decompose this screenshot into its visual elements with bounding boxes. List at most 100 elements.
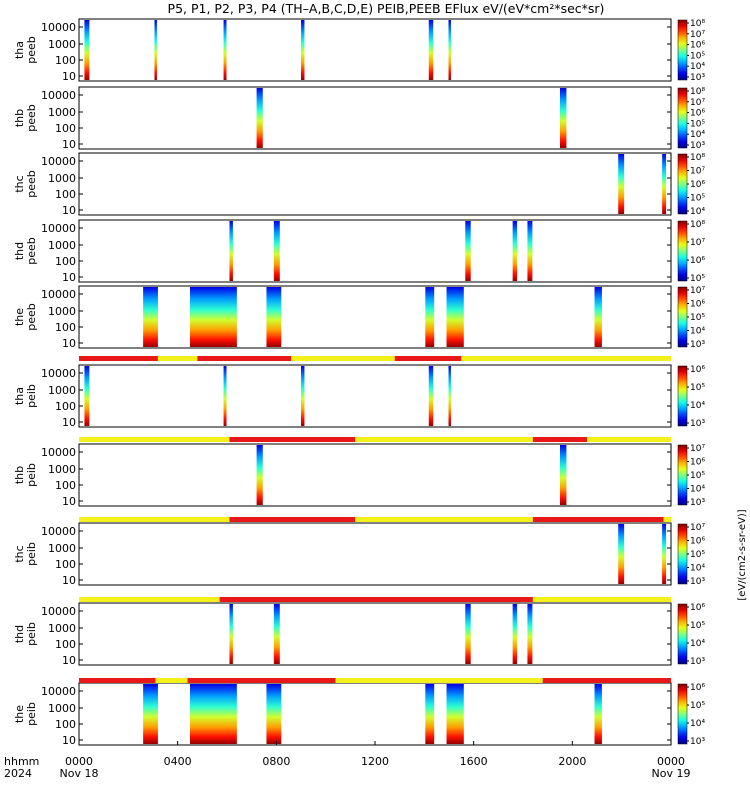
spectrogram-segment bbox=[223, 366, 227, 426]
colorbar-tick-label: 10⁸ bbox=[690, 87, 705, 97]
y-tick-label: 1000 bbox=[48, 384, 76, 397]
panel-label-product: peeb bbox=[25, 237, 38, 265]
panel-thc-peib: 10000 1000 100 10 thc peib 10⁷ 10⁶ 10⁵ 10⁴ 10³ bbox=[13, 517, 705, 587]
colorbar-tick-label: 10³ bbox=[690, 340, 705, 350]
panel-frame bbox=[78, 219, 672, 283]
mode-bar-segment bbox=[532, 437, 588, 442]
y-tick-label: 100 bbox=[55, 321, 76, 334]
panel-thd-peeb: 10000 1000 100 10 thd peeb 10⁸ 10⁷ 10⁶ 10⁵ bbox=[13, 219, 705, 284]
x-tick-label: 0000 bbox=[65, 755, 93, 768]
colorbar-unit-label: [eV/(cm2-s-sr-eV)] bbox=[737, 509, 748, 600]
colorbar-tick-label: 10⁴ bbox=[690, 62, 705, 72]
y-tick-label: 100 bbox=[55, 400, 76, 413]
spectrogram-segment bbox=[143, 287, 158, 347]
colorbar-tick-label: 10⁷ bbox=[690, 167, 705, 177]
panel-frame bbox=[78, 522, 672, 586]
colorbar-tick-label: 10³ bbox=[690, 498, 705, 508]
mode-bar-segment bbox=[532, 517, 664, 522]
spectrogram-segment bbox=[512, 221, 518, 281]
panel-frame bbox=[78, 86, 672, 150]
panel-thd-peib: 10000 1000 100 10 thd peib 10⁶ 10⁵ 10⁴ 10³ bbox=[13, 597, 705, 667]
colorbar-tick-label: 10⁷ bbox=[690, 30, 705, 40]
spectrogram-segment bbox=[301, 366, 305, 426]
panel-label-probe: the bbox=[13, 705, 26, 723]
x-tick-label: 1200 bbox=[361, 755, 389, 768]
panel-thb-peib: 10000 1000 100 10 thb peib 10⁷ 10⁶ 10⁵ 10⁴ 10³ bbox=[13, 437, 705, 508]
panel-label-product: peeb bbox=[25, 104, 38, 132]
colorbar-tick-label: 10³ bbox=[690, 577, 705, 587]
spectrogram-segment bbox=[229, 221, 233, 281]
mode-bar-segment bbox=[79, 597, 220, 602]
y-tick-label: 1000 bbox=[48, 106, 76, 119]
spectrogram-segment bbox=[425, 287, 435, 347]
panel-label-product: peib bbox=[25, 384, 38, 408]
spectrogram-segment bbox=[273, 604, 280, 664]
y-tick-label: 10 bbox=[62, 734, 76, 747]
panel-frame bbox=[78, 285, 672, 349]
colorbar-tick-label: 10⁶ bbox=[690, 537, 705, 547]
spectrogram-segment bbox=[446, 287, 464, 347]
spectrogram-segment bbox=[266, 287, 282, 347]
y-tick-label: 100 bbox=[55, 638, 76, 651]
spectrogram-segment bbox=[301, 20, 305, 80]
x-tick-date-label: Nov 19 bbox=[652, 767, 691, 780]
y-tick-label: 100 bbox=[55, 255, 76, 268]
y-tick-label: 100 bbox=[55, 718, 76, 731]
y-tick-label: 10 bbox=[62, 337, 76, 350]
spectrogram-segment bbox=[428, 20, 434, 80]
x-tick-label: 1600 bbox=[460, 755, 488, 768]
y-tick-label: 10 bbox=[62, 495, 76, 508]
spectrogram-segment bbox=[256, 88, 263, 148]
spectrogram-segment bbox=[154, 20, 157, 80]
mode-bar-segment bbox=[229, 437, 356, 442]
colorbar-tick-label: 10⁴ bbox=[690, 401, 705, 411]
x-year-label: 2024 bbox=[4, 767, 32, 780]
colorbar bbox=[677, 286, 688, 348]
spectrogram-segment bbox=[425, 684, 435, 744]
x-tick-label: 0400 bbox=[164, 755, 192, 768]
colorbar-tick-label: 10⁶ bbox=[690, 683, 705, 693]
colorbar-tick-label: 10⁶ bbox=[690, 300, 705, 310]
panel-the-peeb: 10000 1000 100 10 the peeb 10⁷ 10⁶ 10⁵ 10⁴ 10³ bbox=[13, 285, 705, 361]
colorbar-tick-label: 10⁵ bbox=[690, 621, 705, 631]
spectrogram-segment bbox=[84, 20, 90, 80]
spectrogram-segment bbox=[223, 20, 227, 80]
panel-label-probe: thc bbox=[13, 175, 26, 192]
mode-bar-segment bbox=[587, 437, 671, 442]
colorbar bbox=[677, 87, 688, 149]
mode-bar-segment bbox=[542, 678, 671, 683]
spectrogram-segment bbox=[465, 604, 471, 664]
colorbar-tick-label: 10⁴ bbox=[690, 327, 705, 337]
y-tick-label: 100 bbox=[55, 122, 76, 135]
y-tick-label: 10000 bbox=[41, 155, 76, 168]
colorbar-tick-label: 10⁵ bbox=[690, 274, 705, 284]
colorbar-tick-label: 10⁴ bbox=[690, 207, 705, 217]
mode-bar-segment bbox=[461, 356, 671, 361]
colorbar-tick-label: 10⁵ bbox=[690, 119, 705, 129]
mode-bar-segment bbox=[394, 356, 462, 361]
y-tick-label: 10000 bbox=[41, 605, 76, 618]
panel-label-probe: thb bbox=[13, 109, 26, 127]
spectrogram-segment bbox=[190, 287, 237, 347]
mode-bar-segment bbox=[79, 437, 230, 442]
panel-label-product: peib bbox=[25, 702, 38, 726]
y-tick-label: 10000 bbox=[41, 367, 76, 380]
colorbar-tick-label: 10³ bbox=[690, 657, 705, 667]
spectrogram-segment bbox=[446, 684, 464, 744]
colorbar bbox=[677, 683, 688, 745]
y-tick-label: 10000 bbox=[41, 89, 76, 102]
colorbar-tick-label: 10⁸ bbox=[690, 220, 705, 230]
y-tick-label: 100 bbox=[55, 558, 76, 571]
y-tick-label: 10 bbox=[62, 204, 76, 217]
y-tick-label: 1000 bbox=[48, 38, 76, 51]
colorbar-tick-label: 10⁵ bbox=[690, 383, 705, 393]
x-tick-label: 0000 bbox=[657, 755, 685, 768]
panel-label-probe: thc bbox=[13, 545, 26, 562]
colorbar-tick-label: 10⁸ bbox=[690, 153, 705, 163]
spectrogram-segment bbox=[594, 684, 602, 744]
spectrogram-segment bbox=[428, 366, 434, 426]
